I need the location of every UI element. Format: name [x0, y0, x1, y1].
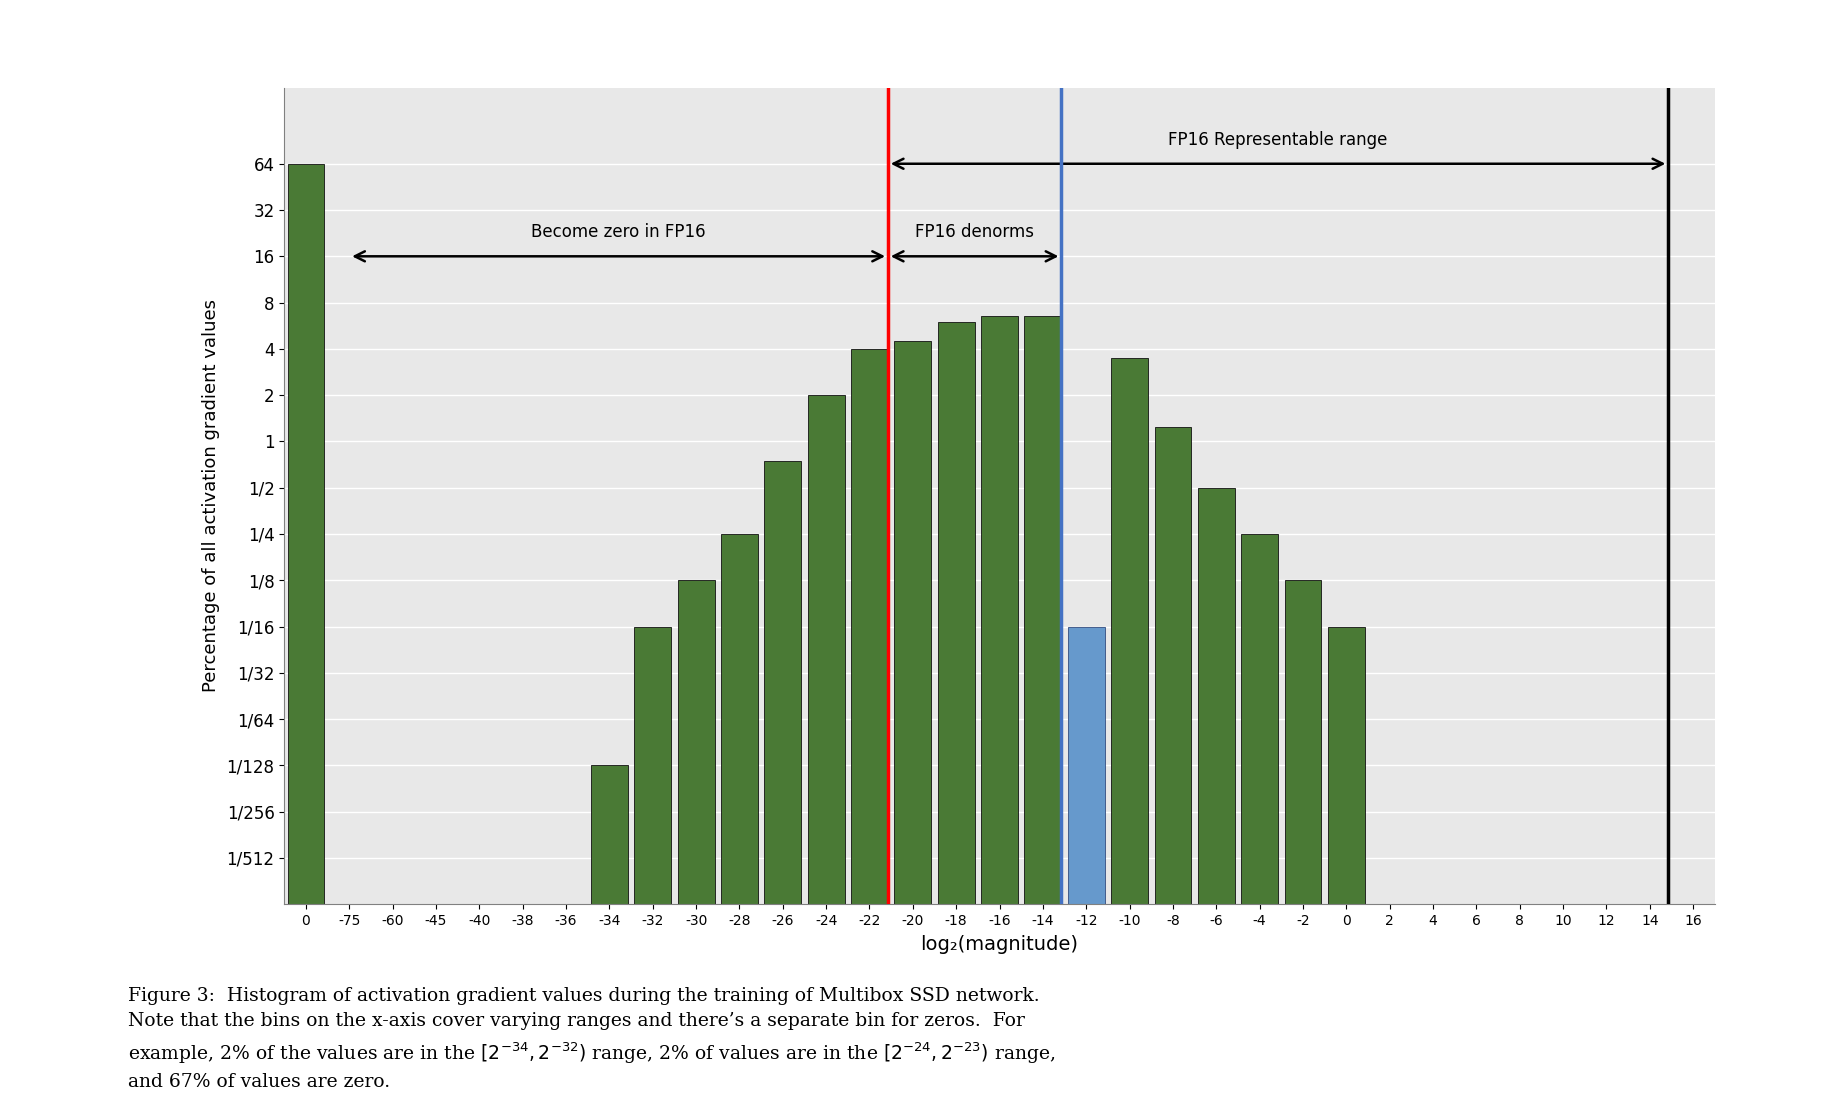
Bar	[807, 396, 844, 1096]
Bar	[1155, 426, 1192, 1096]
Bar	[1198, 488, 1234, 1096]
Bar	[1111, 357, 1148, 1096]
Bar	[1067, 627, 1104, 1096]
Bar	[981, 317, 1018, 1096]
Bar	[591, 765, 627, 1096]
Bar	[851, 349, 888, 1096]
Bar	[721, 534, 757, 1096]
Bar	[1328, 627, 1364, 1096]
Bar	[765, 460, 801, 1096]
Text: Become zero in FP16: Become zero in FP16	[532, 224, 706, 241]
Text: FP16 Representable range: FP16 Representable range	[1168, 130, 1388, 149]
Bar	[1242, 534, 1278, 1096]
Bar	[679, 580, 715, 1096]
Bar	[895, 341, 932, 1096]
Bar	[635, 627, 671, 1096]
Y-axis label: Percentage of all activation gradient values: Percentage of all activation gradient va…	[202, 299, 220, 693]
Bar	[1284, 580, 1322, 1096]
Text: Figure 3:  Histogram of activation gradient values during the training of Multib: Figure 3: Histogram of activation gradie…	[128, 987, 1056, 1091]
Bar	[937, 322, 974, 1096]
Text: FP16 denorms: FP16 denorms	[915, 224, 1034, 241]
X-axis label: log₂(magnitude): log₂(magnitude)	[921, 935, 1078, 954]
Bar	[288, 163, 325, 1096]
Bar	[1025, 317, 1062, 1096]
